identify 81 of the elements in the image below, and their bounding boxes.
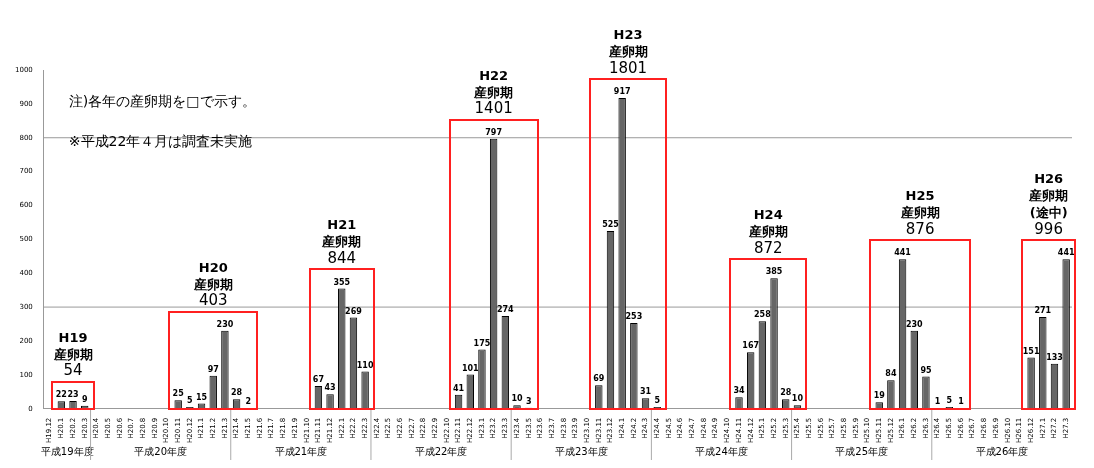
data-label: 167 — [742, 341, 760, 351]
data-label: 97 — [207, 364, 219, 374]
text: 平成24年度 — [695, 445, 748, 457]
data-label: 22 — [55, 390, 67, 400]
data-label: 28 — [780, 388, 792, 398]
data-label: 1 — [958, 397, 965, 407]
data-label: 110 — [356, 360, 374, 370]
data-label: 1 — [934, 397, 941, 407]
annotation: 872 — [753, 238, 783, 257]
data-label: 269 — [345, 306, 363, 316]
annotation: H26 — [1034, 171, 1064, 187]
annotation: 844 — [327, 248, 357, 267]
data-label: 67 — [312, 375, 324, 385]
data-label: 917 — [613, 87, 631, 97]
data-label: 133 — [1046, 352, 1063, 362]
data-label: 41 — [453, 383, 465, 393]
annotation: H20 — [198, 259, 228, 275]
data-label: 25 — [172, 389, 185, 399]
data-label: 3 — [525, 396, 532, 406]
data-label: 253 — [625, 312, 643, 322]
data-label: 258 — [754, 310, 772, 320]
text: 産卵期 — [607, 43, 648, 59]
annotation: 産卵期 — [899, 205, 940, 221]
data-label: 271 — [1034, 305, 1052, 315]
data-label: 31 — [639, 387, 652, 397]
data-label: 69 — [593, 374, 605, 384]
text: 平成19年度 — [40, 445, 94, 457]
text: H23 — [613, 26, 643, 42]
annotation: 403 — [198, 291, 228, 310]
data-label: 15 — [195, 392, 208, 402]
data-label: 43 — [324, 383, 336, 393]
data-label: 355 — [333, 277, 351, 287]
data-label: 23 — [67, 389, 79, 399]
data-label: 95 — [920, 365, 932, 375]
text: 平成26年度 — [975, 445, 1029, 457]
data-label: 525 — [602, 219, 620, 229]
annotation: H22 — [479, 67, 509, 83]
data-label: 151 — [1022, 346, 1040, 356]
annotation: 産卵期 — [192, 276, 233, 292]
data-label: 28 — [231, 388, 243, 398]
text: 平成25年度 — [835, 445, 889, 457]
data-label: 19 — [873, 391, 886, 401]
annotation: 1801 — [608, 58, 648, 77]
annotation: (途中) — [1029, 205, 1068, 221]
data-label: 175 — [473, 338, 491, 348]
data-label: 274 — [496, 304, 515, 314]
text: 平成20年度 — [134, 445, 188, 457]
data-label: 385 — [765, 267, 783, 277]
text: 平成21年度 — [274, 445, 328, 457]
data-label: 5 — [654, 396, 661, 406]
data-label: 101 — [461, 363, 480, 373]
annotation: 876 — [905, 219, 935, 238]
data-label: 84 — [885, 369, 897, 379]
annotation: 996 — [1034, 219, 1063, 238]
annotation: 注)各年の産卵期を□で示す。 — [68, 92, 256, 109]
data-label: 34 — [733, 386, 745, 396]
data-label: 230 — [905, 319, 924, 329]
data-label: 10 — [511, 394, 524, 404]
data-label: 441 — [894, 248, 912, 258]
annotation: H21 — [327, 217, 357, 233]
data-label: 10 — [791, 394, 804, 404]
data-label: 230 — [216, 319, 234, 329]
data-label: 797 — [485, 127, 502, 137]
text: 平成23年度 — [554, 445, 608, 457]
data-label: 2 — [245, 397, 252, 407]
annotation: 産卵期 — [321, 234, 362, 250]
data-label: 5 — [187, 396, 194, 406]
annotation: H24 — [753, 207, 783, 223]
annotation: H25 — [905, 188, 935, 204]
annotation: H19 — [58, 329, 88, 345]
annotation: 産卵期 — [1028, 188, 1069, 204]
text: 平成22年度 — [414, 445, 468, 457]
annotation: 1401 — [474, 99, 513, 118]
data-label: 441 — [1057, 248, 1075, 258]
annotation: ※平成22年４月は調査未実施 — [68, 132, 253, 149]
annotation: 54 — [63, 361, 83, 380]
data-label: 5 — [946, 396, 953, 406]
annotation: 産卵期 — [52, 346, 93, 362]
annotation: 産卵期 — [473, 84, 514, 100]
data-label: 9 — [81, 394, 88, 404]
annotation: 産卵期 — [747, 224, 788, 240]
